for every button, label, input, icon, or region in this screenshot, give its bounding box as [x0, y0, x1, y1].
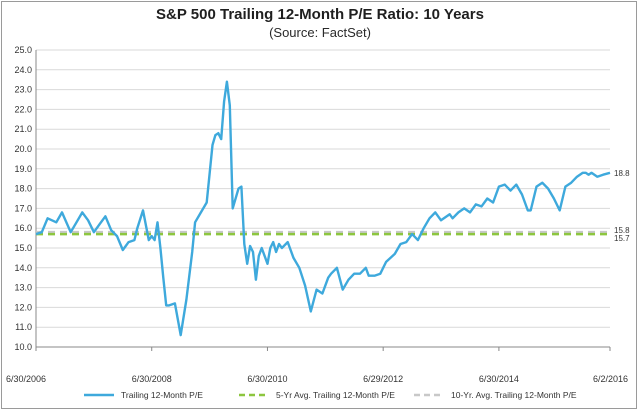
y-tick-label: 23.0 [14, 85, 32, 95]
x-tick-label: 6/29/2012 [363, 374, 403, 384]
x-tick-label: 6/30/2014 [479, 374, 519, 384]
legend-label: 10-Yr. Avg. Trailing 12-Month P/E [451, 390, 577, 400]
y-axis: 10.0 11.0 12.0 13.0 14.0 15.0 16.0 17.0 18.0 19.0… [14, 45, 37, 352]
y-tick-label: 24.0 [14, 65, 32, 75]
y-tick-label: 19.0 [14, 164, 32, 174]
y-tick-label: 18.0 [14, 184, 32, 194]
x-tick-label: 6/30/2010 [247, 374, 287, 384]
y-tick-label: 14.0 [14, 263, 32, 273]
y-tick-label: 10.0 [14, 342, 32, 352]
legend-label: Trailing 12-Month P/E [121, 390, 203, 400]
y-tick-label: 12.0 [14, 302, 32, 312]
end-label-ten-yr-avg: 15.8 [614, 226, 630, 235]
series-group [35, 80, 611, 337]
x-tick-label: 6/2/2016 [593, 374, 628, 384]
x-axis: 6/30/2006 6/30/2008 6/30/2010 6/29/2012 6/30… [6, 346, 628, 384]
y-tick-label: 13.0 [14, 283, 32, 293]
y-tick-label: 11.0 [15, 322, 32, 332]
pe-ratio-line [35, 80, 611, 337]
end-label-pe: 18.8 [614, 169, 630, 178]
legend-label: 5-Yr Avg. Trailing 12-Month P/E [276, 390, 395, 400]
chart-subtitle: (Source: FactSet) [269, 25, 371, 40]
end-label-five-yr-avg: 15.7 [614, 234, 630, 243]
y-tick-label: 22.0 [14, 104, 32, 114]
legend: Trailing 12-Month P/E 5-Yr Avg. Trailing … [84, 390, 577, 400]
y-tick-label: 17.0 [14, 203, 32, 213]
end-labels: 18.8 15.815.7 [614, 169, 630, 243]
gridlines [36, 49, 610, 348]
y-tick-label: 15.0 [14, 243, 32, 253]
y-tick-label: 20.0 [14, 144, 32, 154]
y-tick-label: 21.0 [14, 124, 32, 134]
y-tick-label: 16.0 [14, 223, 32, 233]
y-tick-label: 25.0 [14, 45, 32, 55]
x-tick-label: 6/30/2008 [132, 374, 172, 384]
x-tick-label: 6/30/2006 [6, 374, 46, 384]
chart-title: S&P 500 Trailing 12-Month P/E Ratio: 10 … [156, 6, 484, 23]
